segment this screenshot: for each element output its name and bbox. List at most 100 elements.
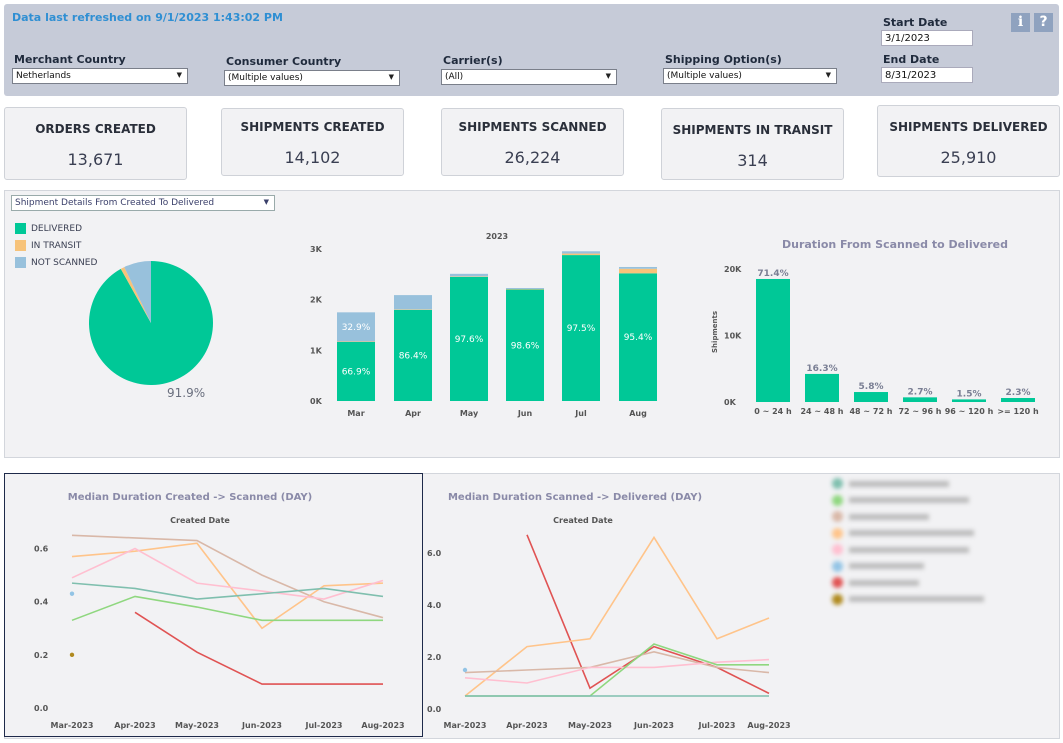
y-tick-label: 0.0 xyxy=(427,705,442,714)
chart-title: 2023 xyxy=(486,232,508,241)
series-point xyxy=(462,667,468,673)
kpi-shipments-in-transit: SHIPMENTS IN TRANSIT 314 xyxy=(661,108,844,180)
series-point xyxy=(69,591,75,596)
bar-data-label: 71.4% xyxy=(757,269,788,279)
bar-data-label: 32.9% xyxy=(342,323,371,333)
legend-text-placeholder xyxy=(849,480,949,487)
start-date-input[interactable]: 3/1/2023 xyxy=(881,30,973,46)
x-tick-label: May xyxy=(460,409,479,418)
chevron-down-icon: ▼ xyxy=(605,72,611,80)
legend-swatch xyxy=(832,577,843,588)
x-tick-label: Jun-2023 xyxy=(241,721,282,730)
series-point xyxy=(69,652,75,658)
legend-text-placeholder xyxy=(849,546,969,553)
bar-segment xyxy=(394,309,432,310)
series-line xyxy=(71,595,383,622)
bar-segment xyxy=(394,309,432,401)
x-tick-label: Aug xyxy=(629,409,647,418)
shipping-option-label: Shipping Option(s) xyxy=(665,53,782,66)
merchant-country-value: Netherlands xyxy=(16,71,71,81)
legend-swatch xyxy=(832,560,843,572)
legend-swatch xyxy=(15,257,26,268)
pie-slice xyxy=(120,267,151,323)
x-tick-label: Aug-2023 xyxy=(747,721,790,730)
shipping-option-select[interactable]: (Multiple values) ▼ xyxy=(663,68,837,84)
bar-segment xyxy=(450,273,488,277)
monthly-shipments-chart: 2023 0K 1K 2K 3K 66.9% 32.9% Mar 86.4% Apr 97.6% Ma… xyxy=(310,232,657,418)
consumer-country-select[interactable]: (Multiple values) ▼ xyxy=(224,70,400,86)
series-line xyxy=(464,535,770,697)
histogram-bar xyxy=(1001,398,1035,402)
x-tick-label: Jun-2023 xyxy=(633,721,674,730)
y-tick-label: 0.0 xyxy=(34,704,49,713)
x-tick-label: May-2023 xyxy=(175,721,219,730)
legend-text-placeholder xyxy=(849,530,974,536)
x-tick-label: Jul-2023 xyxy=(698,721,736,730)
y-axis-label: Shipments xyxy=(711,311,719,353)
kpi-title: SHIPMENTS IN TRANSIT xyxy=(672,123,833,137)
bar-data-label: 2.3% xyxy=(1006,388,1031,398)
bar-segment xyxy=(619,273,657,401)
details-select[interactable]: Shipment Details From Created To Deliver… xyxy=(11,195,275,211)
series-line xyxy=(71,582,384,600)
kpi-title: SHIPMENTS CREATED xyxy=(240,120,385,134)
bar-data-label: 86.4% xyxy=(399,351,428,361)
x-tick-label: >= 120 h xyxy=(997,407,1039,416)
series-line xyxy=(71,542,384,630)
legend-swatch xyxy=(832,511,843,522)
legend-text-placeholder xyxy=(849,563,924,569)
bar-segment xyxy=(619,268,657,274)
x-tick-label: 0 ~ 24 h xyxy=(754,407,792,416)
legend-label: IN TRANSIT xyxy=(31,241,82,251)
bar-segment xyxy=(619,266,657,269)
filter-bar: Data last refreshed on 9/1/2023 1:43:02 … xyxy=(4,4,1059,96)
kpi-shipments-delivered: SHIPMENTS DELIVERED 25,910 xyxy=(877,105,1060,177)
legend-row xyxy=(832,478,984,495)
x-tick-label: Apr-2023 xyxy=(506,721,547,730)
bar-data-label: 1.5% xyxy=(957,389,982,399)
consumer-country-value: (Multiple values) xyxy=(228,73,303,83)
chevron-down-icon: ▼ xyxy=(176,71,182,79)
end-date-input[interactable]: 8/31/2023 xyxy=(881,67,973,83)
y-tick-label: 0.2 xyxy=(34,651,48,660)
carrier-label: Carrier(s) xyxy=(443,54,503,67)
chart-subtitle: Created Date xyxy=(553,516,613,525)
question-icon[interactable]: ? xyxy=(1034,13,1053,32)
x-tick-label: Apr xyxy=(405,409,421,418)
kpi-value: 13,671 xyxy=(67,150,124,169)
legend-row xyxy=(832,494,984,512)
kpi-value: 314 xyxy=(737,151,768,170)
merchant-country-label: Merchant Country xyxy=(14,53,126,66)
legend-row xyxy=(832,577,984,594)
legend-swatch xyxy=(832,494,843,506)
legend-swatch xyxy=(832,527,843,539)
legend-swatch xyxy=(832,544,843,555)
histogram-bar xyxy=(805,373,839,402)
kpi-value: 14,102 xyxy=(284,148,341,167)
x-tick-label: 24 ~ 48 h xyxy=(800,407,843,416)
legend-row xyxy=(832,560,984,578)
bar-data-label: 95.4% xyxy=(624,333,653,343)
x-tick-label: May-2023 xyxy=(568,721,612,730)
bar-data-label: 97.5% xyxy=(567,324,596,334)
x-tick-label: Apr-2023 xyxy=(114,721,155,730)
legend-swatch xyxy=(832,478,843,489)
duration-histogram-chart: Duration From Scanned to Delivered Shipme… xyxy=(711,238,1039,416)
y-tick-label: 0K xyxy=(724,398,737,407)
kpi-value: 25,910 xyxy=(940,148,997,167)
selected-chart-frame[interactable] xyxy=(4,473,423,737)
legend-swatch xyxy=(15,240,26,251)
status-pie-chart: 91.9% xyxy=(88,261,213,400)
kpi-shipments-created: SHIPMENTS CREATED 14,102 xyxy=(221,108,404,176)
legend-text-placeholder xyxy=(849,513,929,520)
created-to-scanned-line-chart: Median Duration Created -> Scanned (DAY)… xyxy=(34,492,405,730)
refresh-text: Data last refreshed on 9/1/2023 1:43:02 … xyxy=(12,11,283,24)
x-tick-label: Jul xyxy=(574,409,587,418)
info-icon[interactable]: i xyxy=(1011,13,1030,32)
chevron-down-icon: ▼ xyxy=(263,198,269,206)
merchant-country-select[interactable]: Netherlands ▼ xyxy=(12,68,188,84)
carrier-select[interactable]: (All) ▼ xyxy=(441,69,617,85)
y-tick-label: 2.0 xyxy=(427,653,442,662)
x-tick-label: 72 ~ 96 h xyxy=(898,407,941,416)
bar-data-label: 98.6% xyxy=(511,341,540,351)
